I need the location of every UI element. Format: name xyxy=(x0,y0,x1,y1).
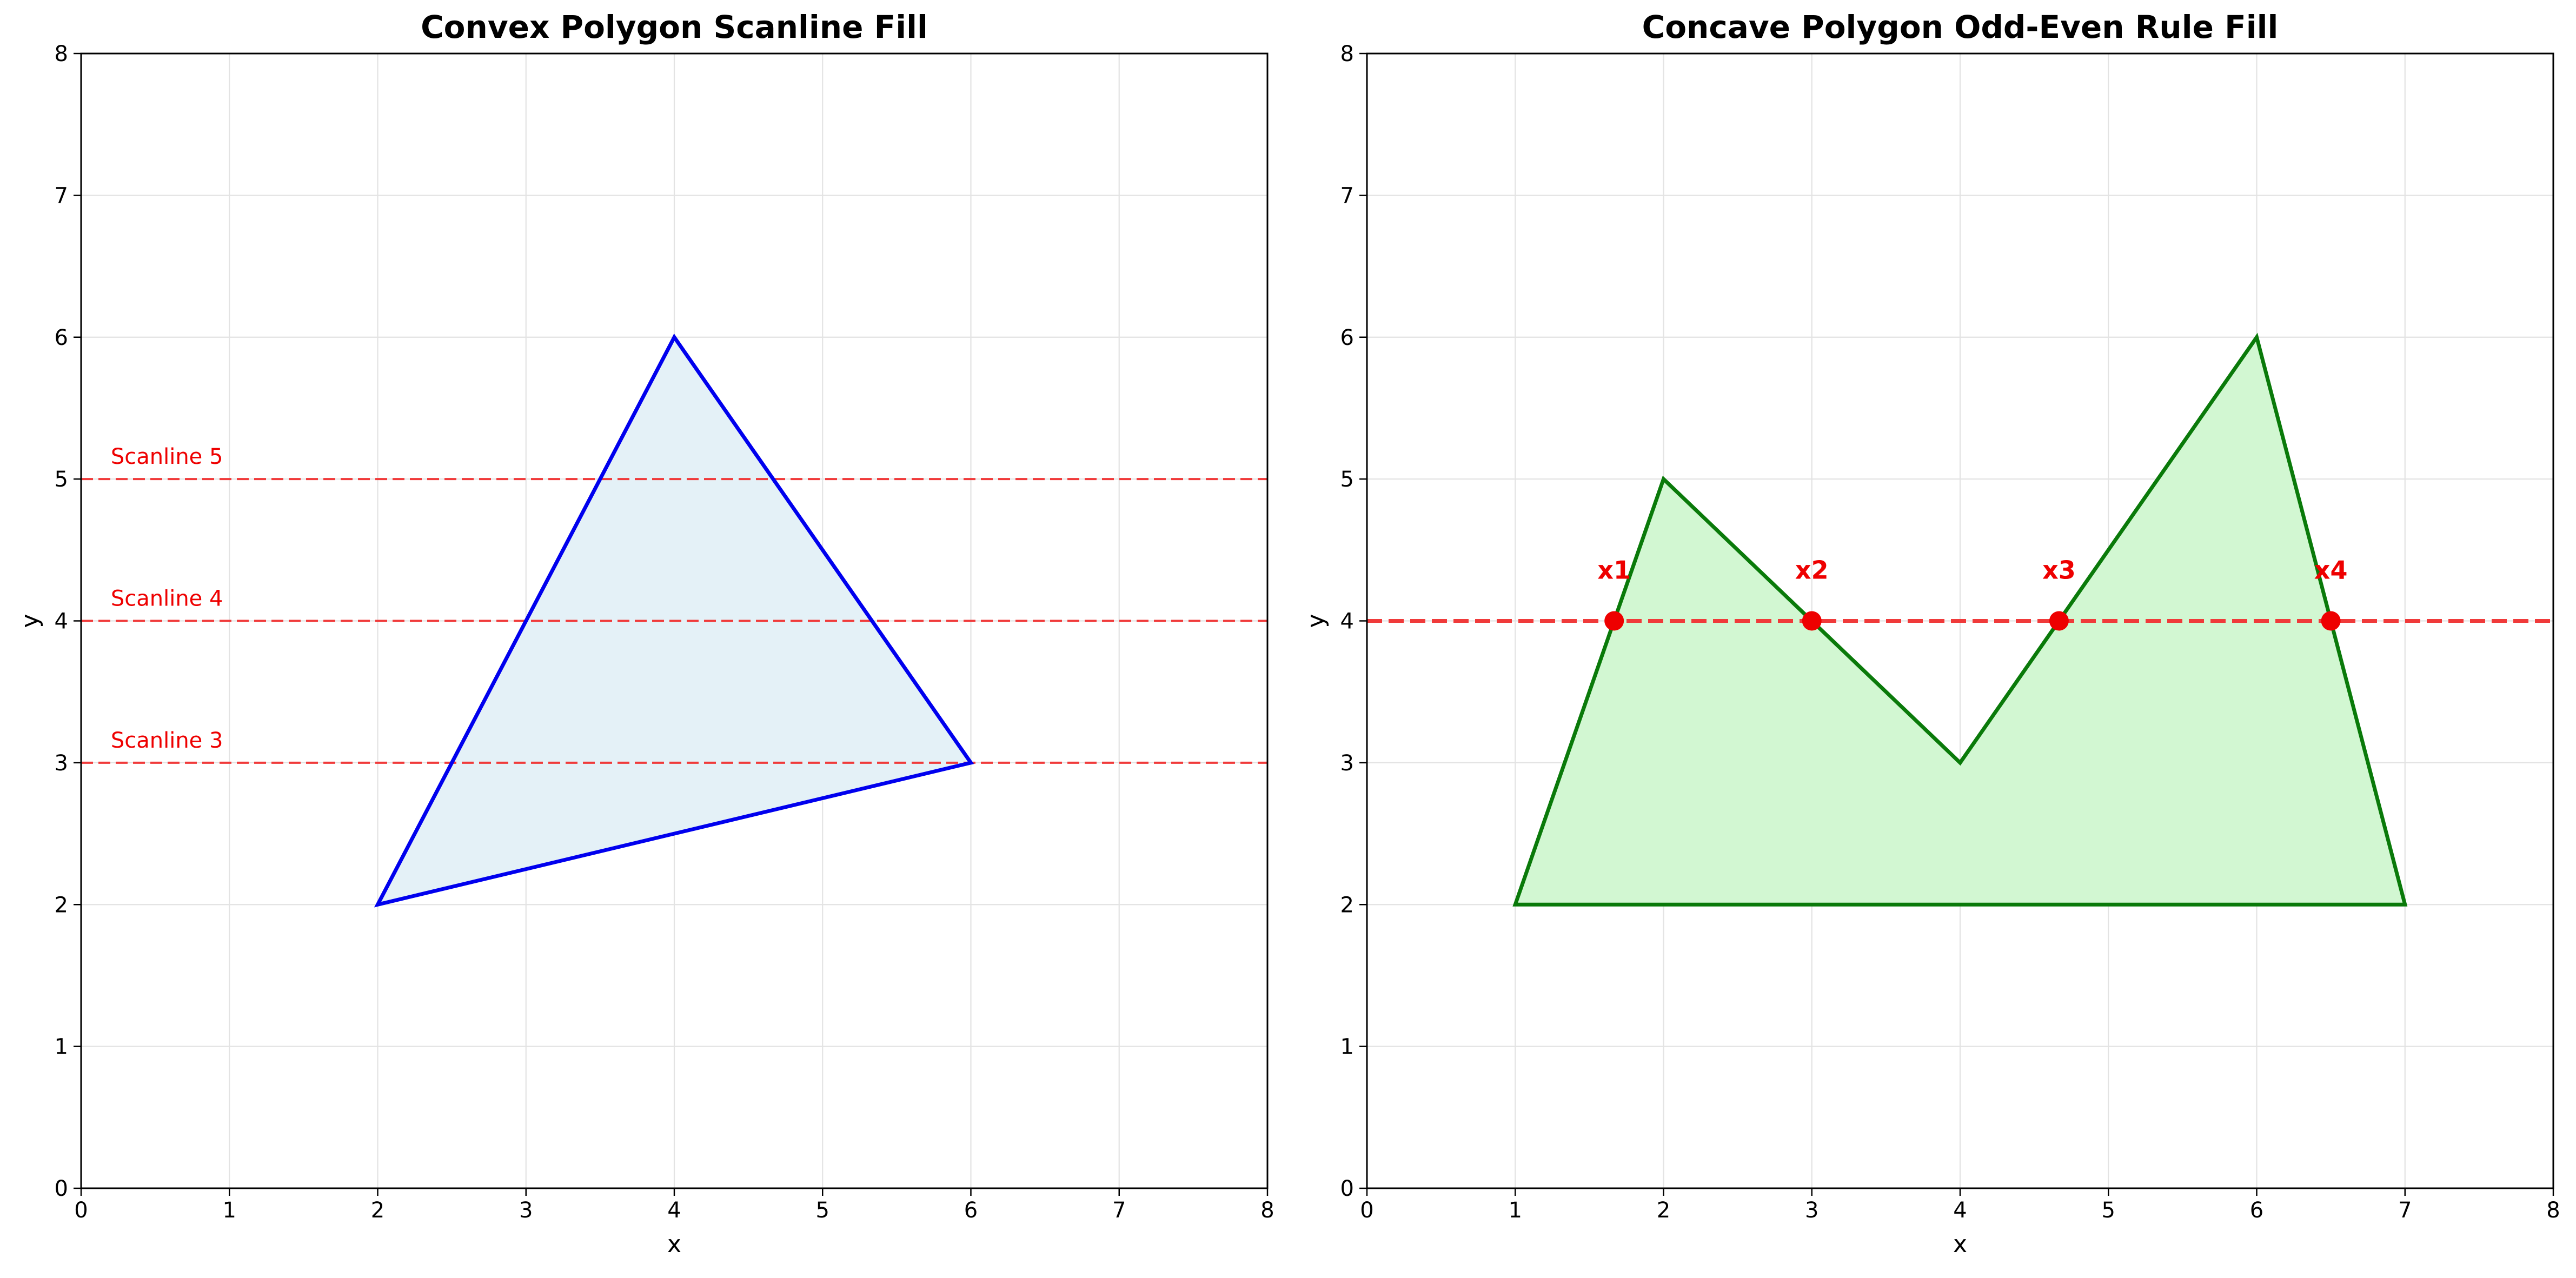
intersection-label: x4 xyxy=(2314,556,2348,585)
concave-polygon-subplot: x1 x2 x3 x4 0 1 2 3 4 5 6 7 8 0 1 2 3 4 5 6 7 8 Concave Poly… xyxy=(1302,9,2560,1258)
intersection-point xyxy=(1802,611,1822,631)
x-tick-label: 8 xyxy=(2546,1198,2560,1223)
y-tick-label: 1 xyxy=(1340,1035,1354,1060)
y-tick-label: 5 xyxy=(1340,467,1354,492)
scanline-label: Scanline 5 xyxy=(111,444,223,469)
scanline-label: Scanline 4 xyxy=(111,587,223,611)
x-tick-label: 1 xyxy=(1509,1198,1522,1223)
x-tick-label: 3 xyxy=(1805,1198,1818,1223)
y-tick-label: 2 xyxy=(55,893,68,917)
intersection-label: x2 xyxy=(1795,556,1829,585)
scanline-label: Scanline 3 xyxy=(111,728,223,753)
polygon-edge xyxy=(374,334,974,908)
y-tick-label: 1 xyxy=(55,1035,68,1060)
intersection-label: x1 xyxy=(1597,556,1631,585)
y-tick-label: 5 xyxy=(55,467,68,492)
x-tick-label: 6 xyxy=(2250,1198,2263,1223)
y-tick-label: 0 xyxy=(55,1176,68,1201)
x-tick-label: 1 xyxy=(223,1198,236,1223)
series-layer: x1 x2 x3 x4 xyxy=(1367,332,2553,907)
x-tick-label: 3 xyxy=(519,1198,533,1223)
y-axis-label: y xyxy=(16,614,44,628)
y-tick-label: 7 xyxy=(55,183,68,208)
y-tick-label: 8 xyxy=(55,42,68,66)
x-tick-label: 4 xyxy=(667,1198,681,1223)
y-tick-label: 3 xyxy=(55,751,68,776)
axis-ticks: 0 1 2 3 4 5 6 7 8 0 1 2 3 4 5 6 7 8 xyxy=(1340,42,2560,1223)
y-tick-label: 0 xyxy=(1340,1176,1354,1201)
y-axis-label: y xyxy=(1302,614,1330,628)
y-tick-label: 3 xyxy=(1340,751,1354,776)
x-axis-label: x xyxy=(667,1230,681,1258)
polygon-edge xyxy=(1512,332,2408,907)
x-tick-label: 7 xyxy=(2398,1198,2412,1223)
polygon-fill xyxy=(1515,337,2405,905)
y-tick-label: 8 xyxy=(1340,42,1354,66)
x-tick-label: 5 xyxy=(816,1198,829,1223)
x-tick-label: 0 xyxy=(74,1198,88,1223)
x-tick-label: 0 xyxy=(1360,1198,1373,1223)
x-tick-label: 4 xyxy=(1953,1198,1967,1223)
y-tick-label: 6 xyxy=(55,325,68,350)
y-tick-label: 4 xyxy=(55,609,68,634)
x-tick-label: 5 xyxy=(2102,1198,2115,1223)
x-tick-label: 2 xyxy=(1657,1198,1670,1223)
chart-title: Convex Polygon Scanline Fill xyxy=(421,9,928,45)
chart-title: Concave Polygon Odd-Even Rule Fill xyxy=(1642,9,2279,45)
axis-ticks: 0 1 2 3 4 5 6 7 8 0 1 2 3 4 5 6 7 8 xyxy=(55,42,1274,1223)
x-tick-label: 2 xyxy=(371,1198,384,1223)
x-axis-label: x xyxy=(1953,1230,1967,1258)
x-tick-label: 8 xyxy=(1260,1198,1274,1223)
y-tick-label: 7 xyxy=(1340,183,1354,208)
convex-polygon-subplot: Scanline 5 Scanline 4 Scanline 3 0 1 2 3 4 5 6 7 8… xyxy=(16,9,1274,1258)
intersection-point xyxy=(2321,611,2341,631)
x-tick-label: 7 xyxy=(1112,1198,1126,1223)
intersection-label: x3 xyxy=(2042,556,2076,585)
intersection-point xyxy=(1604,611,1624,631)
x-tick-label: 6 xyxy=(964,1198,978,1223)
intersection-point xyxy=(2049,611,2069,631)
y-tick-label: 4 xyxy=(1340,609,1354,634)
y-tick-label: 2 xyxy=(1340,893,1354,917)
y-tick-label: 6 xyxy=(1340,325,1354,350)
series-layer: Scanline 5 Scanline 4 Scanline 3 xyxy=(81,334,1267,908)
